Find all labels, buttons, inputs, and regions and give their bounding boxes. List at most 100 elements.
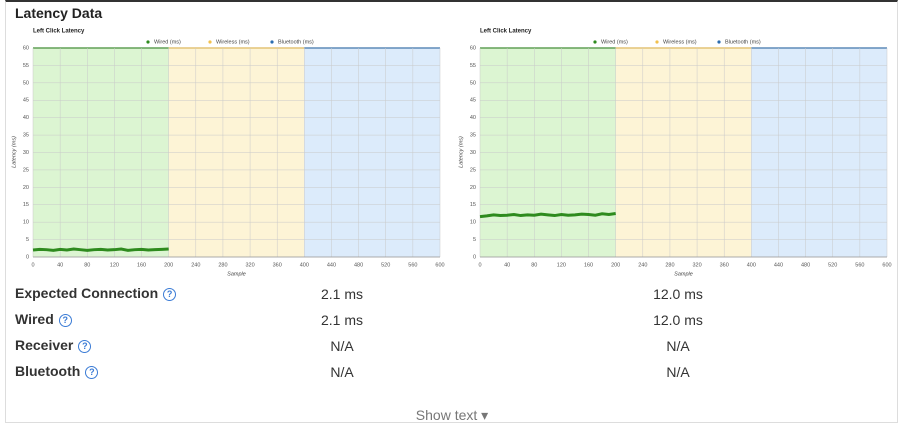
y-tick-label: 25	[470, 167, 476, 173]
y-tick-label: 15	[470, 202, 476, 208]
x-tick-label: 240	[191, 262, 200, 268]
charts: Left Click Latency Wired (ms) Wireless (ms…	[11, 29, 891, 278]
legend-label: Wired (ms)	[601, 39, 628, 45]
y-tick-label: 35	[23, 133, 29, 139]
value-cell: N/A	[242, 364, 442, 380]
y-tick-label: 60	[23, 45, 29, 51]
section-title: Latency Data	[15, 5, 103, 21]
x-axis-label: Sample	[227, 271, 246, 277]
help-icon[interactable]: ?	[78, 340, 92, 353]
cell-text: N/A	[666, 364, 690, 380]
y-tick-label: 5	[26, 237, 29, 243]
y-tick-label: 50	[23, 80, 29, 86]
y-tick-label: 10	[470, 220, 476, 226]
y-tick-label: 60	[470, 45, 476, 51]
y-tick-label: 45	[470, 98, 476, 104]
table-row: Bluetooth? N/A N/A	[0, 361, 904, 383]
cell-text: 2.1 ms	[320, 312, 363, 328]
value-cell: N/A	[578, 364, 778, 380]
value-cell: N/A	[578, 338, 778, 354]
x-tick-label: 400	[300, 262, 309, 268]
label-cell: Wired?	[15, 311, 72, 327]
help-icon[interactable]: ?	[85, 366, 99, 379]
x-tick-label: 80	[531, 262, 537, 268]
y-tick-label: 55	[23, 63, 29, 69]
cell-text: 12.0 ms	[653, 312, 703, 328]
legend-marker	[655, 40, 659, 44]
y-tick-label: 0	[26, 254, 29, 260]
help-icon[interactable]: ?	[163, 288, 177, 301]
x-tick-label: 80	[84, 262, 90, 268]
legend-marker	[717, 40, 721, 44]
cell-text: Wired	[15, 311, 54, 327]
y-tick-label: 30	[470, 150, 476, 156]
y-tick-label: 40	[23, 115, 29, 121]
label-cell: Expected Connection?	[15, 285, 177, 301]
x-tick-label: 600	[882, 262, 891, 268]
x-tick-label: 0	[478, 262, 481, 268]
legend-marker	[208, 40, 212, 44]
cell-text: Expected Connection	[15, 285, 159, 301]
y-tick-label: 40	[470, 115, 476, 121]
x-axis-label: Sample	[674, 271, 693, 277]
table-row: Receiver? N/A N/A	[0, 335, 904, 357]
series-line	[479, 211, 616, 219]
value-cell: 12.0 ms	[578, 286, 778, 302]
label-cell: Receiver?	[15, 337, 92, 353]
cell-text: Receiver	[15, 337, 74, 353]
show-text-toggle[interactable]: Show text ▾	[415, 407, 489, 423]
cell-text: N/A	[330, 364, 354, 380]
table-row: Wired? 2.1 ms 12.0 ms	[0, 309, 904, 331]
x-tick-label: 360	[273, 262, 282, 268]
legend-marker	[146, 40, 150, 44]
y-tick-label: 5	[473, 237, 476, 243]
y-axis-label: Latency (ms)	[11, 136, 17, 168]
x-tick-label: 520	[828, 262, 837, 268]
x-tick-label: 240	[638, 262, 647, 268]
x-tick-label: 280	[665, 262, 674, 268]
x-tick-label: 560	[408, 262, 417, 268]
legend-label: Wired (ms)	[154, 39, 181, 45]
x-tick-label: 520	[381, 262, 390, 268]
x-tick-label: 440	[774, 262, 783, 268]
legend-label: Bluetooth (ms)	[725, 39, 761, 45]
x-tick-label: 120	[110, 262, 119, 268]
x-tick-label: 440	[327, 262, 336, 268]
x-tick-label: 160	[584, 262, 593, 268]
x-tick-label: 40	[57, 262, 63, 268]
x-tick-label: 0	[31, 262, 34, 268]
x-tick-label: 560	[855, 262, 864, 268]
value-cell: 2.1 ms	[242, 312, 442, 328]
x-tick-label: 40	[504, 262, 510, 268]
cell-text: N/A	[666, 338, 690, 354]
y-tick-label: 10	[23, 220, 29, 226]
x-tick-label: 480	[354, 262, 363, 268]
x-tick-label: 120	[557, 262, 566, 268]
y-tick-label: 20	[23, 185, 29, 191]
legend-label: Bluetooth (ms)	[278, 39, 314, 45]
y-axis-label: Latency (ms)	[458, 136, 464, 168]
x-tick-label: 320	[692, 262, 701, 268]
legend-marker	[593, 40, 597, 44]
x-tick-label: 360	[720, 262, 729, 268]
legend-label: Wireless (ms)	[216, 39, 250, 45]
help-icon[interactable]: ?	[58, 314, 72, 327]
cell-text: 2.1 ms	[320, 286, 363, 302]
series-line	[32, 247, 169, 252]
y-tick-label: 55	[470, 63, 476, 69]
x-tick-label: 200	[164, 262, 173, 268]
y-tick-label: 15	[23, 202, 29, 208]
chart-title: Left Click Latency	[480, 29, 532, 35]
legend-label: Wireless (ms)	[663, 39, 697, 45]
chart-title: Left Click Latency	[33, 29, 85, 35]
y-tick-label: 50	[470, 80, 476, 86]
x-tick-label: 320	[245, 262, 254, 268]
y-tick-label: 20	[470, 185, 476, 191]
y-tick-label: 25	[23, 167, 29, 173]
x-tick-label: 280	[218, 262, 227, 268]
cell-text: N/A	[330, 338, 354, 354]
x-tick-label: 160	[137, 262, 146, 268]
value-cell: N/A	[242, 338, 442, 354]
table-row: Expected Connection? 2.1 ms 12.0 ms	[0, 283, 904, 305]
